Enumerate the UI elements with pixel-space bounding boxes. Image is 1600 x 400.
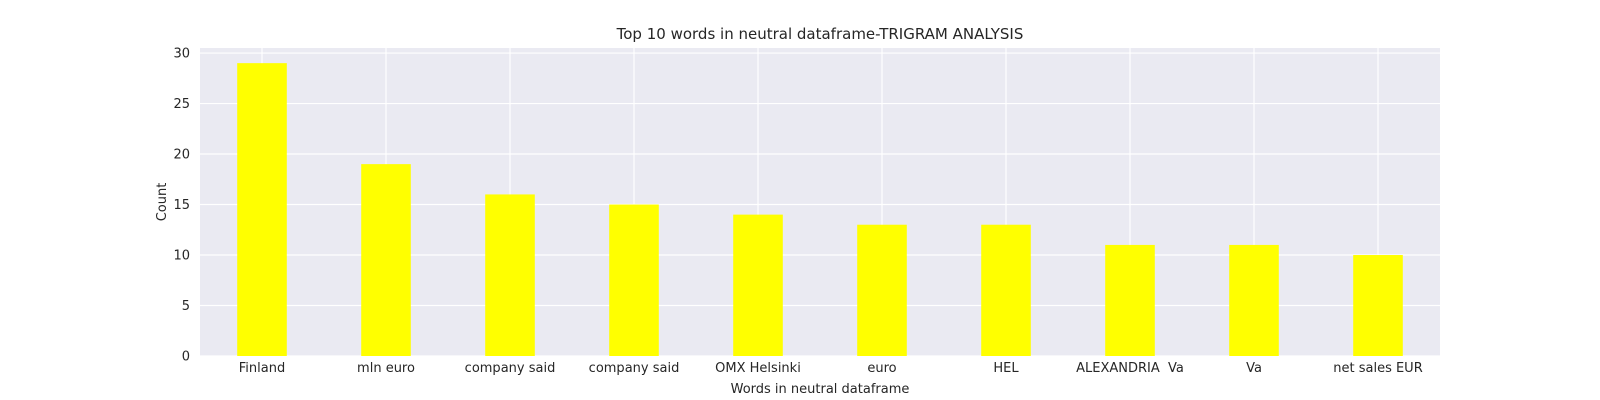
bar [237,63,287,356]
x-tick-labels: Finland mln euro company said company said O… [239,361,1423,376]
bar [857,224,907,356]
x-tick-label: HEL [993,361,1019,376]
y-tick-labels: 0 5 10 15 20 25 30 [173,47,190,365]
y-tick-label: 20 [173,148,190,163]
x-tick-label: company said [589,361,680,376]
x-tick-label: Va [1246,361,1262,376]
bar [1105,244,1155,356]
x-tick-label: mln euro [357,361,415,376]
x-tick-label: company said [465,361,556,376]
x-tick-label: euro [867,361,896,376]
bar [1229,244,1279,356]
bar [1353,255,1403,356]
y-tick-label: 30 [173,47,190,62]
y-axis-label: Count [155,183,170,222]
bar [361,164,411,356]
chart-title: Top 10 words in neutral dataframe-TRIGRA… [616,25,1024,43]
y-tick-label: 0 [182,350,190,365]
bars [237,63,1403,356]
bar [981,224,1031,356]
x-axis-label: Words in neutral dataframe [731,382,910,397]
bar [609,204,659,356]
x-tick-label: ALEXANDRIA Va [1076,361,1184,376]
bar [733,214,783,356]
y-tick-label: 15 [173,198,190,213]
y-tick-label: 25 [173,97,190,112]
bar [485,194,535,356]
y-tick-label: 5 [182,299,190,314]
x-tick-label: net sales EUR [1333,361,1422,376]
x-tick-label: Finland [239,361,285,376]
y-tick-label: 10 [173,249,190,264]
x-tick-label: OMX Helsinki [715,361,801,376]
